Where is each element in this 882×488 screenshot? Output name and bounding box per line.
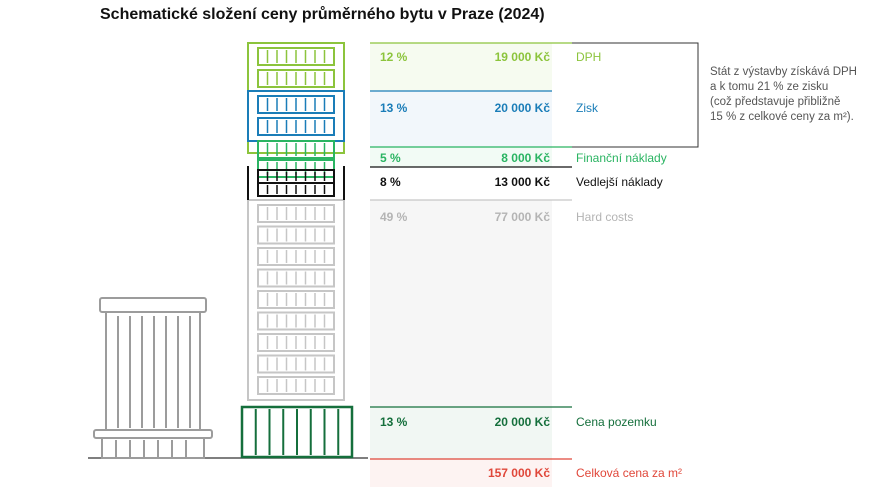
note-line-4: 15 % z celkové ceny za m²). (710, 111, 854, 123)
tower-floor (257, 47, 335, 66)
share-hard: 49 % (380, 210, 408, 224)
share-zisk: 13 % (380, 101, 408, 115)
tower (240, 42, 354, 459)
tower-floor (257, 354, 335, 374)
rows: 12 % 19 000 Kč DPH 13 % 20 000 Kč Zisk 5 % 8 00… (380, 50, 682, 480)
value-financni: 8 000 Kč (501, 151, 550, 165)
value-hard: 77 000 Kč (495, 210, 551, 224)
note-line-1: Stát z výstavby získává DPH (710, 66, 857, 78)
tower-frame-body (247, 199, 345, 401)
band-pozemek (370, 407, 552, 459)
label-dph: DPH (576, 50, 601, 64)
bands (370, 42, 572, 487)
band-dph (370, 43, 552, 91)
value-vedlejsi: 13 000 Kč (495, 175, 551, 189)
note-line-3: (což představuje přibližně (710, 96, 840, 108)
tower-base (240, 405, 354, 459)
tower-floor (257, 268, 335, 288)
share-pozemek: 13 % (380, 415, 408, 429)
tower-floor (257, 247, 335, 266)
band-financni (370, 147, 552, 167)
label-celkem: Celková cena za m² (576, 466, 682, 480)
note-line-2: a k tomu 21 % ze zisku (710, 81, 828, 93)
band-zisk (370, 91, 552, 147)
tower-floor (257, 225, 335, 245)
tower-floor (257, 204, 335, 223)
tower-floor (257, 376, 335, 395)
note-text: Stát z výstavby získává DPH a k tomu 21 … (710, 66, 860, 123)
tower-floor (257, 290, 335, 309)
background-building (93, 297, 213, 459)
share-financni: 5 % (380, 151, 401, 165)
value-pozemek: 20 000 Kč (495, 415, 551, 429)
band-vedlejsi (370, 167, 552, 200)
note-bracket (572, 42, 699, 148)
share-vedlejsi: 8 % (380, 175, 401, 189)
chart-title: Schematické složení ceny průměrného bytu… (100, 6, 545, 23)
value-celkem: 157 000 Kč (488, 466, 550, 480)
tower-floor (257, 140, 335, 159)
label-financni: Finanční náklady (576, 151, 667, 165)
tower-floor (257, 182, 335, 197)
label-zisk: Zisk (576, 101, 599, 115)
band-celkem (370, 459, 552, 487)
tower-floor (257, 117, 335, 136)
tower-floor (257, 69, 335, 88)
label-pozemek: Cena pozemku (576, 415, 657, 429)
band-hard (370, 200, 552, 407)
tower-floor (257, 333, 335, 352)
value-zisk: 20 000 Kč (495, 101, 551, 115)
label-vedlejsi: Vedlejší náklady (576, 175, 663, 189)
label-hard: Hard costs (576, 210, 633, 224)
tower-floor (257, 311, 335, 331)
value-dph: 19 000 Kč (495, 50, 551, 64)
share-dph: 12 % (380, 50, 408, 64)
tower-floor (257, 95, 335, 114)
